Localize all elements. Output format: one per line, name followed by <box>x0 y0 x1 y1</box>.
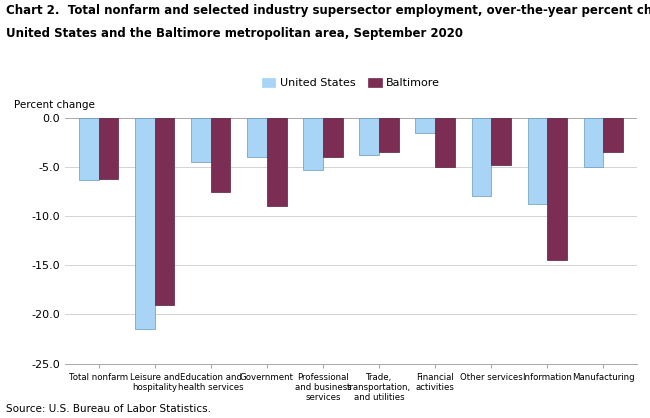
Bar <box>79 118 99 180</box>
Bar <box>267 118 287 206</box>
Bar <box>155 118 174 305</box>
Text: Percent change: Percent change <box>14 100 94 110</box>
Bar <box>584 118 603 167</box>
Bar <box>379 118 398 152</box>
Bar <box>547 118 567 260</box>
Bar <box>211 118 231 191</box>
Text: United States and the Baltimore metropolitan area, September 2020: United States and the Baltimore metropol… <box>6 27 463 40</box>
Bar <box>415 118 435 133</box>
Bar <box>247 118 267 157</box>
Bar <box>603 118 623 152</box>
Bar <box>491 118 511 165</box>
Bar <box>323 118 343 157</box>
Text: Chart 2.  Total nonfarm and selected industry supersector employment, over-the-y: Chart 2. Total nonfarm and selected indu… <box>6 4 650 17</box>
Bar <box>435 118 455 167</box>
Bar <box>191 118 211 162</box>
Legend: United States, Baltimore: United States, Baltimore <box>257 73 445 93</box>
Bar <box>471 118 491 196</box>
Bar <box>304 118 323 170</box>
Bar <box>99 118 118 179</box>
Bar <box>359 118 379 155</box>
Bar <box>135 118 155 329</box>
Bar <box>528 118 547 204</box>
Text: Source: U.S. Bureau of Labor Statistics.: Source: U.S. Bureau of Labor Statistics. <box>6 404 211 414</box>
